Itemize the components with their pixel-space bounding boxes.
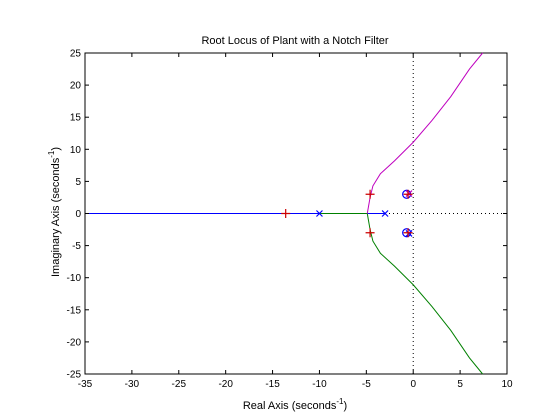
x-tick-label: -10 <box>312 379 327 390</box>
y-tick-label: -20 <box>67 337 82 348</box>
y-tick-label: 25 <box>70 49 82 60</box>
x-tick-label: -5 <box>362 379 371 390</box>
y-axis-title: Imaginary Axis (seconds-1) <box>47 147 62 277</box>
y-tick-label: 10 <box>70 145 82 156</box>
y-tick-label: 0 <box>75 209 81 220</box>
x-tick-label: -30 <box>125 379 140 390</box>
x-tick-label: 10 <box>501 379 513 390</box>
y-tick-label: 5 <box>75 177 81 188</box>
y-tick-label: -25 <box>67 370 82 381</box>
x-tick-label: -20 <box>218 379 233 390</box>
y-tick-label: 15 <box>70 113 82 124</box>
x-axis-title-text: Real Axis (seconds <box>243 400 337 412</box>
x-tick-label: -15 <box>265 379 280 390</box>
y-axis-title-text: Imaginary Axis (seconds <box>50 157 62 277</box>
y-tick-label: -5 <box>72 241 81 252</box>
y-tick-label: -10 <box>67 273 82 284</box>
chart-title: Root Locus of Plant with a Notch Filter <box>201 35 388 47</box>
x-tick-label: -25 <box>172 379 187 390</box>
y-axis-title-close: ) <box>50 147 62 151</box>
x-tick-label: 0 <box>410 379 416 390</box>
x-tick-label: 5 <box>457 379 463 390</box>
x-axis-title: Real Axis (seconds-1) <box>243 397 347 412</box>
x-tick-label: -35 <box>78 379 93 390</box>
y-tick-label: -15 <box>67 305 82 316</box>
x-axis-title-close: ) <box>344 400 348 412</box>
y-tick-label: 20 <box>70 81 82 92</box>
